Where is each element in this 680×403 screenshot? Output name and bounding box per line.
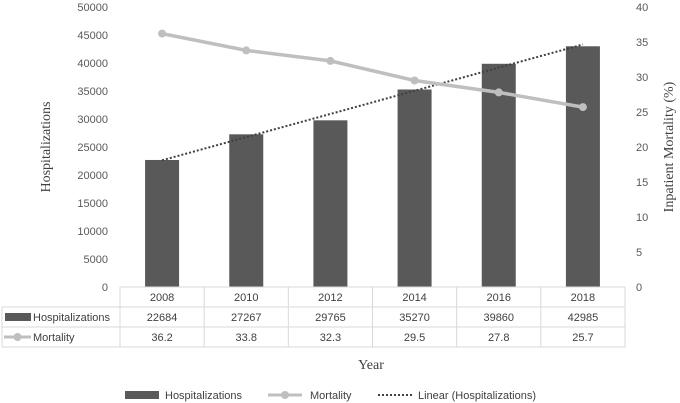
x-tick-label: 2010 xyxy=(234,292,258,304)
legend-key-mortality-marker xyxy=(281,391,289,399)
x-tick-label: 2012 xyxy=(318,292,342,304)
mortality-point-2014 xyxy=(410,76,419,85)
y2-tick-label: 30 xyxy=(636,72,648,84)
y-axis-right: 0 5 10 15 20 25 30 35 40 xyxy=(636,2,648,294)
y2-tick-label: 25 xyxy=(636,107,648,119)
x-tick-label: 2014 xyxy=(402,292,426,304)
table-cell: 29.5 xyxy=(404,332,425,344)
table-cell: 36.2 xyxy=(151,332,172,344)
table-row-label: Mortality xyxy=(33,332,75,344)
y2-tick-label: 5 xyxy=(636,247,642,259)
line-series-mortality xyxy=(158,29,587,112)
mortality-line xyxy=(161,31,584,109)
table-cell: 42985 xyxy=(568,312,599,324)
x-tick-label: 2018 xyxy=(571,292,595,304)
y2-tick-label: 15 xyxy=(636,177,648,189)
mortality-point-2016 xyxy=(494,88,503,97)
y-tick-label: 25000 xyxy=(77,142,108,154)
y-tick-label: 40000 xyxy=(77,58,108,70)
mortality-point-2008 xyxy=(158,29,167,38)
bar-2010 xyxy=(229,134,264,287)
y-tick-label: 0 xyxy=(102,282,108,294)
bar-2014 xyxy=(397,89,432,287)
y-tick-label: 30000 xyxy=(77,114,108,126)
bar-2012 xyxy=(313,120,348,287)
legend-label: Linear (Hospitalizations) xyxy=(418,390,536,402)
bar-series-hospitalizations xyxy=(145,46,600,288)
table-cell: 25.7 xyxy=(572,332,593,344)
y-axis-left: 0 5000 10000 15000 20000 25000 30000 35000 40000… xyxy=(77,2,108,294)
legend: Hospitalizations Mortality Linear (Hospita… xyxy=(125,390,536,402)
y2-tick-label: 40 xyxy=(636,2,648,14)
x-tick-label: 2016 xyxy=(487,292,511,304)
bar-2008 xyxy=(145,159,180,287)
bar-2016 xyxy=(481,63,516,288)
table-cell: 39860 xyxy=(483,312,514,324)
y-tick-label: 5000 xyxy=(84,254,108,266)
y2-axis-title: Inpatient Mortality (%) xyxy=(662,81,677,212)
y2-tick-label: 20 xyxy=(636,142,648,154)
table-cell: 27267 xyxy=(231,312,262,324)
y-axis-title: Hospitalizations xyxy=(39,102,54,193)
y-tick-label: 20000 xyxy=(77,170,108,182)
legend-label: Hospitalizations xyxy=(165,390,243,402)
y-tick-label: 50000 xyxy=(77,2,108,14)
legend-key-hospitalizations xyxy=(125,391,159,399)
y2-tick-label: 10 xyxy=(636,212,648,224)
trendline xyxy=(161,43,584,162)
y-tick-label: 10000 xyxy=(77,226,108,238)
table-cell: 32.3 xyxy=(320,332,341,344)
mortality-point-2012 xyxy=(326,56,335,65)
x-axis-title: Year xyxy=(358,358,384,373)
y2-tick-label: 35 xyxy=(636,37,648,49)
trendline-layer xyxy=(161,43,584,162)
y-tick-label: 15000 xyxy=(77,198,108,210)
y-tick-label: 45000 xyxy=(77,30,108,42)
table-cell: 35270 xyxy=(399,312,430,324)
table-key-mortality-marker xyxy=(13,333,22,341)
data-table: 2008 2010 2012 2014 2016 2018 Hospitalizations… xyxy=(1,286,626,348)
mortality-point-2010 xyxy=(242,46,251,55)
y-tick-label: 35000 xyxy=(77,86,108,98)
x-tick-label: 2008 xyxy=(150,292,174,304)
table-cell: 33.8 xyxy=(236,332,257,344)
table-key-hospitalizations xyxy=(5,313,31,321)
table-cell: 27.8 xyxy=(488,332,509,344)
table-cell: 22684 xyxy=(147,312,178,324)
legend-label: Mortality xyxy=(310,390,352,402)
bar-2018 xyxy=(565,46,600,288)
table-row-label: Hospitalizations xyxy=(33,312,111,324)
table-cell: 29765 xyxy=(315,312,346,324)
y2-tick-label: 0 xyxy=(636,282,642,294)
mortality-point-2018 xyxy=(578,103,587,112)
